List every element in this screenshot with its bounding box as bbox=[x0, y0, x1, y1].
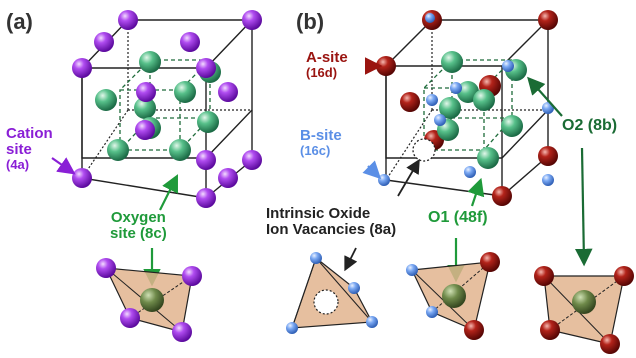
bsite-wyckoff: (16c) bbox=[300, 142, 331, 158]
oxygen-line2: site (8c) bbox=[110, 224, 167, 242]
vacancy-arrow-down bbox=[344, 247, 358, 272]
oxygen-atoms-a bbox=[95, 51, 221, 161]
o1-label: O1 (48f) bbox=[428, 209, 488, 226]
asite-wyckoff: (16d) bbox=[306, 64, 338, 80]
o2-arrow-up bbox=[527, 76, 563, 117]
o1-arrow-up bbox=[467, 177, 485, 207]
bsite-line1: B-site bbox=[300, 127, 342, 144]
cation-label: Cation site (4a) bbox=[6, 126, 53, 171]
tetrahedron-o1 bbox=[406, 252, 500, 340]
bsite-arrow bbox=[362, 160, 382, 180]
atoms-b bbox=[376, 10, 558, 206]
tetrahedron-vacancy bbox=[286, 252, 378, 334]
vacancy-arrow-up bbox=[397, 158, 420, 197]
cation-wyckoff: (4a) bbox=[6, 156, 30, 172]
vacancy-line2: Ion Vacancies (8a) bbox=[266, 220, 397, 238]
panel-b-label: (b) bbox=[296, 9, 325, 34]
oxygen-line1: Oxygen bbox=[110, 209, 166, 226]
oxygen-label: Oxygen site (8c) bbox=[110, 210, 167, 242]
o2-label: O2 (8b) bbox=[562, 117, 618, 134]
cation-line2: site bbox=[6, 140, 32, 158]
cation-arrow bbox=[51, 157, 76, 175]
asite-label: A-site (16d) bbox=[306, 50, 348, 79]
o2-arrow-down bbox=[574, 147, 593, 267]
cation-line1: Cation bbox=[6, 125, 53, 142]
tetrahedron-o2 bbox=[534, 266, 634, 354]
cation-atoms-a bbox=[72, 10, 262, 208]
vacancy-line1: Intrinsic Oxide bbox=[266, 205, 371, 222]
bsite-label: B-site (16c) bbox=[300, 128, 342, 157]
tetrahedron-a bbox=[96, 258, 202, 342]
vacancy-marker bbox=[412, 138, 436, 162]
vacancy-label: Intrinsic Oxide Ion Vacancies (8a) bbox=[266, 206, 396, 238]
panel-a-label: (a) bbox=[6, 9, 33, 34]
oxygen-arrow-up bbox=[159, 174, 178, 211]
asite-line1: A-site bbox=[306, 49, 348, 66]
